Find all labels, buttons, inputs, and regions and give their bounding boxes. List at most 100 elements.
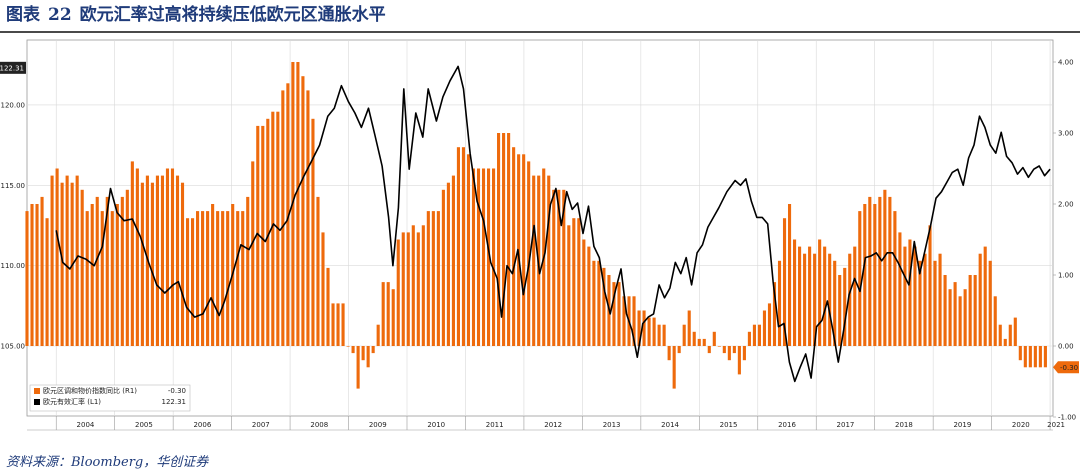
bar [371,346,375,354]
bar [406,232,410,346]
bar [737,346,741,375]
bar [100,211,104,346]
bar [567,225,571,346]
bar [256,125,260,347]
legend-label: 欧元有效汇率 (L1) [43,397,101,406]
bar [622,296,626,346]
y-right-tick-label: 2.00 [1058,201,1074,209]
bar [271,111,275,346]
x-tick-label: 2005 [135,421,153,429]
bar [557,189,561,346]
bar [246,196,250,346]
bar [873,204,877,346]
y-left-tick-label: 105.00 [1,343,26,351]
bar [647,317,651,346]
bar [883,189,887,346]
bar [155,175,159,346]
bar [978,253,982,346]
bar [346,346,350,347]
x-tick-label: 2010 [427,421,445,429]
bar [1013,317,1017,346]
bar [236,211,240,346]
bar [201,211,205,346]
bar [492,168,496,346]
bar [717,346,721,347]
x-tick-label: 2014 [661,421,679,429]
line-series [55,65,1051,383]
bar [793,239,797,346]
legend-last-value: -0.30 [168,387,186,395]
bar [657,324,661,346]
x-tick-label: 2009 [369,421,387,429]
bar-series [25,62,1047,389]
bar [732,346,736,354]
x-tick-label: 2008 [310,421,328,429]
bar [772,282,777,346]
bar [411,225,415,346]
bar [486,168,491,346]
bar [853,246,857,346]
bar [105,196,109,346]
bar [948,289,952,346]
bar [321,232,325,346]
bar [361,346,365,361]
title-rule [0,31,1080,33]
bar [85,211,89,346]
bar [677,346,681,354]
source-note: 资料来源：Bloomberg，华创证券 [6,455,209,470]
bar [35,204,39,346]
bar [115,204,119,346]
bar [75,175,79,346]
bar [637,310,641,346]
legend-label: 欧元区调和物价指数同比 (R1) [43,386,137,395]
bar [60,182,64,346]
tag-right-value: -0.30 [1060,364,1078,372]
bar [682,324,686,346]
x-tick-label: 2013 [603,421,621,429]
bar [286,83,290,347]
bar [687,310,691,346]
bar [908,239,912,346]
bar [787,204,792,346]
bar [170,168,175,346]
bar [587,246,591,346]
bar [667,346,671,361]
bar [898,232,902,346]
bar [757,324,762,346]
bar [662,324,666,346]
bar [441,189,445,346]
y-left-tick-label: 120.00 [1,101,26,109]
x-tick-label: 2020 [1012,421,1030,429]
bar [351,346,355,354]
bar [1028,346,1032,368]
bar [421,225,425,346]
legend-swatch [34,399,40,405]
bar [1033,346,1037,368]
bar [767,303,772,346]
bar [928,225,932,346]
bar [798,246,802,346]
bar [692,331,696,346]
bar [722,346,726,354]
bar [175,175,180,346]
y-right-tick-label: 1.00 [1058,272,1074,280]
bar [401,232,405,346]
bar [532,175,536,346]
bar [863,204,867,346]
tag-left-bg [0,61,26,74]
bar [211,204,215,346]
bar [80,189,84,346]
bar [843,267,847,346]
legend-box [29,384,191,412]
bar [572,218,576,346]
bar [196,211,200,346]
bar [923,253,927,346]
bar [206,211,210,346]
legend-swatch [34,388,40,394]
bar [110,211,114,346]
bar [522,154,526,346]
bar [868,196,872,346]
bar [185,218,190,346]
x-tick-label: 2018 [895,421,913,429]
bar [642,310,646,346]
